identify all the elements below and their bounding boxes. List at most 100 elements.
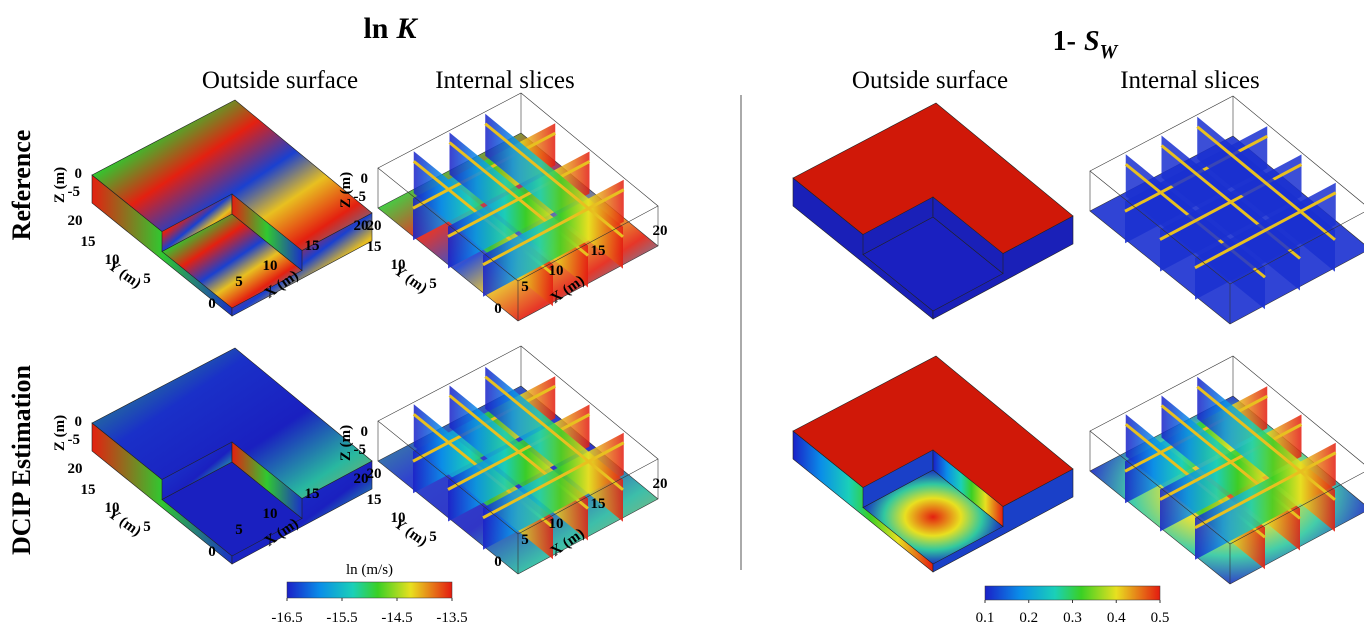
notch-wall <box>231 193 303 272</box>
slice-edge <box>1196 385 1336 501</box>
notch-wall <box>932 449 1004 528</box>
title-base: 1- <box>1053 26 1076 57</box>
x-tick-label: 5 <box>235 522 243 538</box>
z-tick-label: 0 <box>75 414 83 430</box>
x-tick-label: 0 <box>208 544 216 560</box>
z-tick-label: -5 <box>354 189 367 205</box>
y-label: Y (m) <box>391 516 430 550</box>
z-tick-label: -5 <box>68 184 81 200</box>
slice-edge <box>447 413 591 491</box>
colorbar-label: ln (m/s) <box>346 562 393 578</box>
x-tick-label: 15 <box>591 496 606 512</box>
x-tick-label: 0 <box>494 301 502 317</box>
box-top <box>377 345 659 535</box>
y-tick-label: 15 <box>367 492 382 508</box>
z-label: Z (m) <box>52 167 68 203</box>
notch-wall <box>231 441 303 520</box>
slice-edge <box>1194 191 1337 270</box>
colorbar-tick-label: 0.5 <box>1151 610 1170 626</box>
y-tick-label: 15 <box>81 234 96 250</box>
slice-edge <box>484 375 624 491</box>
colorbar <box>984 585 1161 601</box>
x-tick-label: 20 <box>367 218 382 234</box>
x-tick-label: 5 <box>235 274 243 290</box>
x-tick-label: 20 <box>653 223 668 239</box>
z-tick-label: 0 <box>361 424 369 440</box>
title-lnk: ln K <box>363 12 418 45</box>
box-top <box>377 92 659 282</box>
x-tick-label: 15 <box>305 238 320 254</box>
colorbar-tick-label: 0.2 <box>1019 610 1038 626</box>
y-tick-label: 15 <box>81 482 96 498</box>
y-label: Y (m) <box>105 258 144 292</box>
slice-edge <box>447 160 591 238</box>
colorbar <box>286 581 453 599</box>
title-sw: 1- SW <box>1053 26 1119 63</box>
slices <box>377 345 659 575</box>
y-tick-label: 10 <box>105 500 120 516</box>
z-tick-label: 0 <box>361 171 369 187</box>
column-header: Internal slices <box>1120 67 1260 94</box>
z-tick-label: -5 <box>354 442 367 458</box>
y-tick-label: 20 <box>68 461 83 477</box>
z-tick-label: 0 <box>75 166 83 182</box>
colorbar-tick-label: 0.1 <box>976 610 995 626</box>
y-tick-label: 10 <box>391 257 406 273</box>
x-tick-label: 15 <box>305 486 320 502</box>
box-top <box>1089 95 1364 285</box>
slice-edge <box>1159 163 1303 241</box>
colorbar-tick-label: -13.5 <box>436 610 467 626</box>
y-tick-label: 15 <box>367 239 382 255</box>
block <box>792 355 1074 573</box>
y-tick-label: 20 <box>354 471 369 487</box>
block <box>91 99 373 317</box>
title-base: ln <box>363 12 388 45</box>
column-header: Internal slices <box>435 67 575 94</box>
slices <box>1089 355 1364 585</box>
y-tick-label: 5 <box>429 276 437 292</box>
colorbar-tick-label: -16.5 <box>271 610 302 626</box>
title-italic: S <box>1084 26 1100 57</box>
row-label: DCIP Estimation <box>7 364 36 555</box>
column-header: Outside surface <box>852 67 1008 94</box>
block <box>91 347 373 565</box>
slices <box>1089 95 1364 325</box>
slice-edge <box>1159 423 1303 501</box>
y-tick-label: 10 <box>105 252 120 268</box>
notch-wall <box>932 196 1004 275</box>
z-label: Z (m) <box>338 172 354 208</box>
colorbar-tick-label: -15.5 <box>326 610 357 626</box>
z-tick-label: -5 <box>68 432 81 448</box>
x-tick-label: 10 <box>549 263 564 279</box>
slices <box>377 92 659 322</box>
y-label: Y (m) <box>391 263 430 297</box>
row-label: Reference <box>7 130 36 241</box>
y-tick-label: 5 <box>143 271 151 287</box>
title-italic: K <box>396 12 419 45</box>
x-tick-label: 10 <box>263 258 278 274</box>
title-subscript: W <box>1100 41 1119 63</box>
colorbar-tick-label: 0.3 <box>1063 610 1082 626</box>
x-tick-label: 15 <box>591 243 606 259</box>
colorbar-tick-label: -14.5 <box>381 610 412 626</box>
slice-edge <box>484 122 624 238</box>
colorbar-tick-label: 0.4 <box>1107 610 1126 626</box>
slice-edge <box>482 188 625 267</box>
y-tick-label: 10 <box>391 510 406 526</box>
box-top <box>1089 355 1364 545</box>
y-tick-label: 20 <box>354 218 369 234</box>
x-tick-label: 0 <box>208 296 216 312</box>
x-tick-label: 0 <box>494 554 502 570</box>
x-tick-label: 20 <box>367 466 382 482</box>
y-label: Y (m) <box>105 506 144 540</box>
y-tick-label: 20 <box>68 213 83 229</box>
slice-edge <box>482 441 625 520</box>
block <box>792 102 1074 320</box>
x-tick-label: 5 <box>521 532 529 548</box>
x-tick-label: 10 <box>263 506 278 522</box>
x-tick-label: 10 <box>549 516 564 532</box>
z-label: Z (m) <box>338 425 354 461</box>
slice-edge <box>1196 125 1336 241</box>
slice-edge <box>1194 451 1337 530</box>
